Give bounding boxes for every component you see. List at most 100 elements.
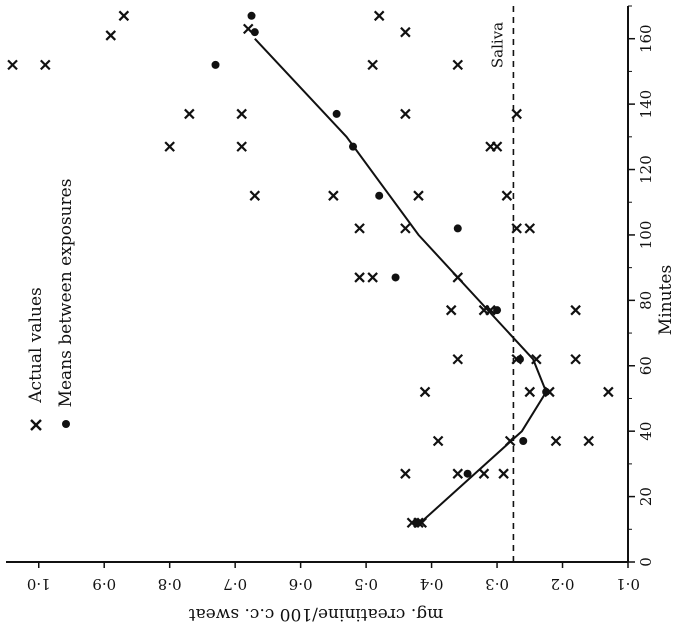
actual-value-point [583, 435, 594, 447]
cross-stroke [511, 223, 522, 234]
cross-stroke [511, 108, 522, 120]
cross-stroke [105, 30, 117, 41]
actual-value-point [452, 272, 464, 283]
mean-value-point [463, 469, 472, 478]
actual-value-point [40, 59, 51, 71]
cross-stroke [583, 435, 594, 447]
mean-value-point [349, 142, 358, 151]
minutes-tick-label: 80 [637, 291, 655, 310]
cross-stroke [550, 435, 562, 447]
cross-stroke [501, 190, 513, 201]
cross-stroke [367, 59, 378, 71]
actual-value-point [400, 26, 411, 38]
cross-stroke [570, 304, 581, 316]
actual-value-point [354, 272, 365, 283]
actual-value-point [498, 468, 509, 479]
actual-value-point [550, 435, 562, 447]
value-tick-label: 0·3 [485, 575, 509, 593]
actual-value-point [570, 304, 581, 316]
actual-value-point [7, 59, 18, 71]
actual-value-point [452, 468, 464, 479]
actual-value-point [164, 141, 175, 152]
cross-stroke [452, 353, 464, 365]
cross-stroke [452, 59, 464, 71]
cross-stroke [400, 26, 411, 38]
actual-value-point [236, 141, 247, 152]
actual-value-point [531, 353, 542, 365]
actual-value-point [400, 223, 411, 234]
minutes-tick-label: 0 [637, 557, 655, 567]
legend-label-means: Means between exposures [56, 179, 76, 408]
actual-value-point [504, 435, 516, 447]
cross-stroke [242, 23, 254, 35]
cross-stroke [354, 223, 365, 234]
actual-value-point [373, 10, 385, 22]
cross-stroke [7, 59, 18, 71]
value-tick-label: 0·9 [92, 575, 116, 593]
value-tick-label: 0·4 [420, 575, 444, 593]
minutes-tick-label: 20 [637, 487, 655, 506]
actual-value-point [524, 386, 536, 398]
cross-stroke [419, 386, 431, 398]
cross-stroke [524, 223, 536, 234]
cross-stroke [504, 435, 516, 447]
minutes-tick-label: 140 [637, 90, 655, 119]
cross-stroke [40, 59, 51, 71]
cross-stroke [452, 272, 464, 283]
cross-stroke [570, 353, 581, 365]
cross-stroke [249, 190, 261, 201]
minutes-tick-label: 100 [637, 221, 655, 250]
actual-value-point [511, 223, 522, 234]
cross-stroke [328, 190, 339, 201]
cross-stroke [524, 386, 536, 398]
actual-value-point [452, 59, 464, 71]
mean-value-point [453, 224, 462, 233]
legend-label-actual: Actual values [26, 287, 46, 403]
mean-value-point [211, 60, 220, 69]
cross-stroke [413, 190, 424, 201]
value-tick-label: 0·2 [551, 575, 575, 593]
actual-value-point [478, 468, 490, 479]
minutes-tick-label: 60 [637, 356, 655, 375]
mean-value-point [375, 191, 384, 200]
data-marks [7, 6, 614, 562]
cross-stroke [400, 468, 411, 479]
cross-stroke [164, 141, 175, 152]
value-tick-label: 0·8 [158, 575, 182, 593]
value-tick-label: 0·6 [289, 575, 313, 593]
actual-value-point [445, 304, 457, 316]
cross-stroke [400, 223, 411, 234]
cross-stroke [498, 468, 509, 479]
actual-value-point [485, 304, 496, 316]
mean-value-point [332, 109, 341, 118]
mean-value-point [391, 273, 400, 282]
cross-stroke [354, 272, 365, 283]
value-axis-title: mg. creatinine/100 c.c. sweat [189, 604, 444, 624]
value-tick-label: 0·7 [223, 575, 247, 593]
cross-stroke [236, 141, 247, 152]
actual-value-point [249, 190, 261, 201]
cross-stroke [485, 304, 496, 316]
value-tick-label: 1·0 [27, 575, 51, 593]
minutes-axis-title: Minutes [656, 265, 676, 335]
cross-stroke [373, 10, 385, 22]
actual-value-point [524, 223, 536, 234]
cross-stroke [118, 10, 130, 22]
cross-stroke [445, 304, 457, 316]
actual-value-point [118, 10, 130, 22]
actual-value-point [328, 190, 339, 201]
actual-value-point [236, 108, 247, 120]
cross-stroke [478, 468, 490, 479]
legend-dot-symbol [62, 420, 70, 428]
cross-stroke [367, 272, 378, 283]
actual-value-point [511, 108, 522, 120]
axes [6, 5, 635, 568]
actual-value-point [432, 435, 444, 447]
actual-value-point [491, 141, 503, 152]
cross-stroke [236, 108, 247, 120]
trend-line [254, 38, 548, 524]
minutes-tick-label: 120 [637, 155, 655, 184]
actual-value-point [603, 386, 614, 398]
actual-value-point [570, 353, 581, 365]
actual-value-point [452, 353, 464, 365]
